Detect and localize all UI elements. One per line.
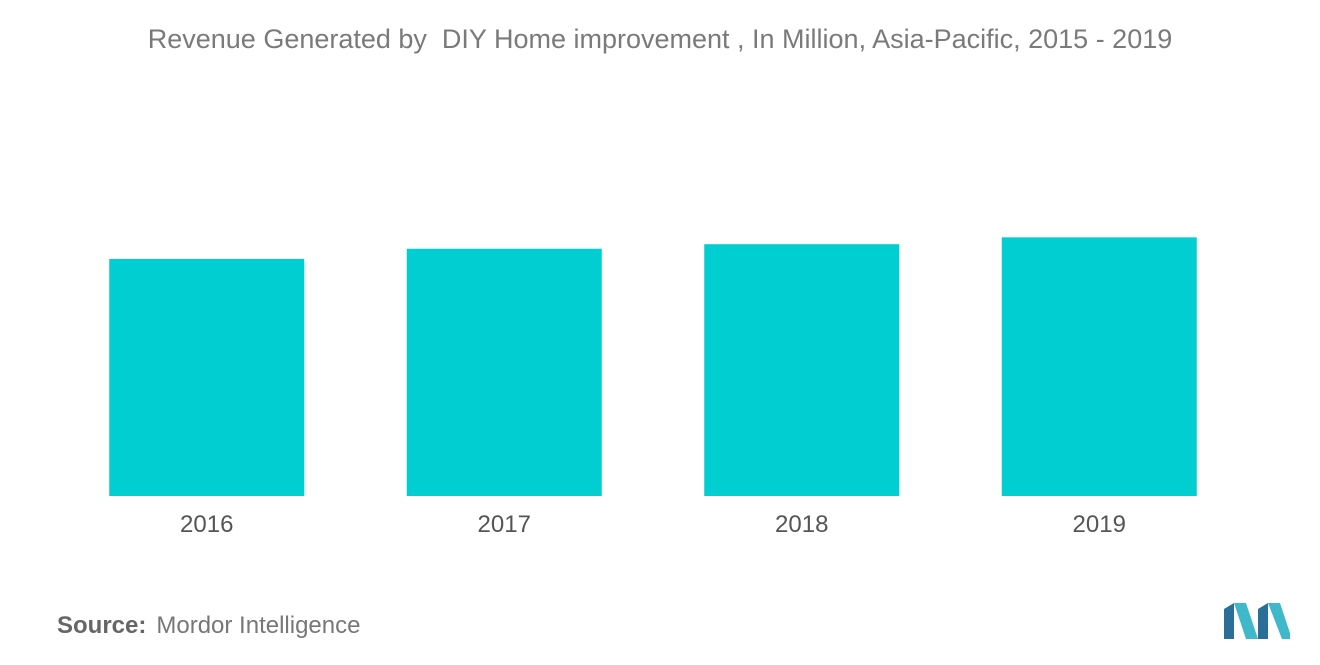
logo-middle-stroke — [1258, 603, 1268, 639]
chart-title: Revenue Generated by DIY Home improvemen… — [147, 24, 1173, 54]
bar-chart: 2016 2017 2018 2019 — [109, 237, 1197, 538]
logo-left-diagonal — [1234, 603, 1258, 639]
logo-left-stroke — [1224, 603, 1234, 639]
logo-right-diagonal — [1268, 603, 1290, 639]
bars-layer — [109, 237, 1197, 496]
source-label: Source: — [57, 612, 147, 639]
source-line: Source: Mordor Intelligence — [57, 612, 360, 640]
x-tick-label-2016: 2016 — [180, 511, 233, 538]
bar-2017 — [406, 248, 602, 496]
mordor-intelligence-logo — [1224, 603, 1290, 639]
x-tick-label-2017: 2017 — [478, 511, 531, 538]
x-tick-label-2018: 2018 — [775, 511, 828, 538]
bar-2018 — [704, 244, 900, 496]
x-tick-label-2019: 2019 — [1073, 511, 1126, 538]
bar-2016 — [109, 259, 305, 496]
x-axis-tick-labels: 2016 2017 2018 2019 — [180, 511, 1126, 538]
bar-2019 — [1001, 237, 1197, 496]
source-text: Mordor Intelligence — [156, 612, 361, 639]
